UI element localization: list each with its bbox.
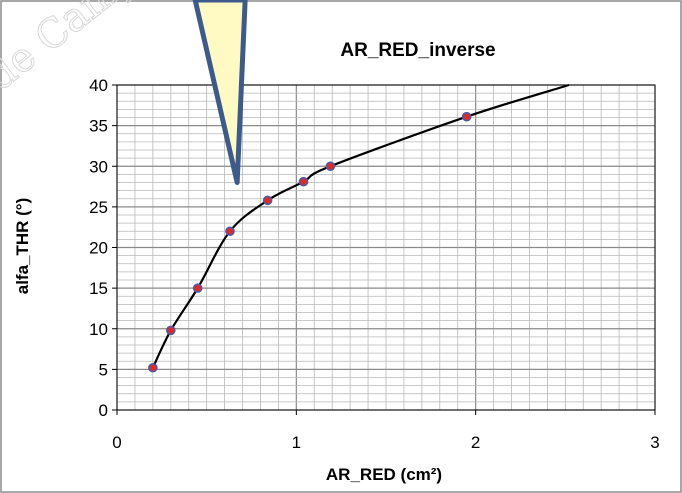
y-tick-label: 0 xyxy=(99,401,108,420)
x-axis-title: AR_RED (cm²) xyxy=(326,465,442,484)
x-tick-label: 1 xyxy=(292,433,301,452)
series-layer xyxy=(148,83,570,373)
x-tick-label: 2 xyxy=(471,433,480,452)
callout-layer xyxy=(192,0,248,185)
x-tick-label: 3 xyxy=(650,433,659,452)
data-point xyxy=(461,111,472,122)
callout-pointer xyxy=(192,0,248,185)
data-point xyxy=(325,161,336,172)
x-tick-label: 0 xyxy=(112,433,121,452)
y-tick-label: 40 xyxy=(89,76,108,95)
y-tick-label: 20 xyxy=(89,239,108,258)
data-point xyxy=(192,283,203,293)
data-point xyxy=(166,325,176,336)
chart-title: AR_RED_inverse xyxy=(340,40,495,61)
data-point xyxy=(148,362,158,373)
y-tick-label: 35 xyxy=(89,117,108,136)
y-tick-label: 25 xyxy=(89,198,108,217)
grid xyxy=(116,84,656,411)
y-tick-label: 30 xyxy=(89,157,108,176)
y-tick-label: 10 xyxy=(89,320,108,339)
data-point xyxy=(298,176,309,187)
y-tick-label: 15 xyxy=(89,279,108,298)
data-point xyxy=(262,195,273,206)
data-point xyxy=(225,226,235,237)
y-tick-label: 5 xyxy=(99,360,108,379)
y-axis-title: alfa_THR (°) xyxy=(13,198,32,295)
series-line xyxy=(151,83,570,369)
